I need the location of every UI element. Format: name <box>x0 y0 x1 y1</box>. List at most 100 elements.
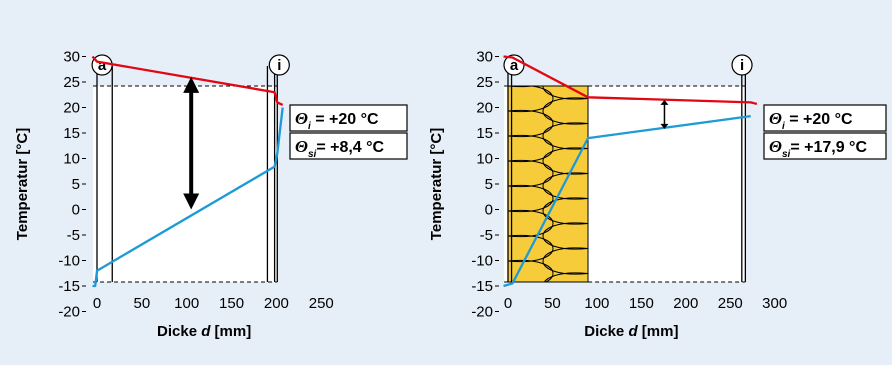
x-axis-label: Dicke d [mm] <box>157 323 251 340</box>
y-tick-label: 30 <box>476 49 493 66</box>
temperature-value-box <box>763 132 887 160</box>
x-tick-label: 250 <box>718 295 743 312</box>
theta-symbol: Θ <box>295 109 308 128</box>
surface-marker-label: a <box>98 57 107 74</box>
temperature-line <box>503 55 758 106</box>
delta-arrow-head-up <box>183 76 200 93</box>
x-tick-label: 100 <box>584 295 609 312</box>
insulation-wave <box>508 234 554 263</box>
insulation-layer <box>507 85 589 283</box>
y-tick-label: 0 <box>72 202 80 219</box>
y-tick-label: -5 <box>67 227 80 244</box>
surface-marker-label: i <box>740 57 744 74</box>
theta-subscript: si <box>308 149 317 160</box>
temperature-value-text: Θi = +20 °C <box>769 109 853 132</box>
x-tick-label: 150 <box>629 295 654 312</box>
insulation-wave <box>508 134 554 163</box>
temperature-line <box>503 115 751 288</box>
insulation-wave <box>542 222 589 250</box>
y-tick-label: 25 <box>63 74 80 91</box>
y-tick-label: 20 <box>63 100 80 117</box>
theta-symbol: Θ <box>295 137 308 156</box>
temperature-value-box <box>289 132 408 160</box>
plot-area <box>93 86 278 282</box>
delta-arrow-head-down <box>183 193 200 210</box>
insulation-wave <box>542 247 589 275</box>
y-tick-label: -10 <box>58 253 80 270</box>
y-tick-label: 15 <box>476 125 493 142</box>
insulation-wave <box>508 259 554 282</box>
y-axis-label: Temperatur [°C] <box>428 128 445 240</box>
y-tick-label: 25 <box>476 74 493 91</box>
surface-marker-circle <box>731 54 753 76</box>
surface-marker-circle <box>268 54 290 76</box>
temperature-value: = +20 °C <box>785 111 853 128</box>
x-tick-label: 100 <box>174 295 199 312</box>
x-tick-label: 250 <box>309 295 334 312</box>
insulation-wave <box>542 86 589 100</box>
insulation-wave <box>508 109 554 138</box>
theta-subscript: si <box>782 149 791 160</box>
x-tick-label: 150 <box>219 295 244 312</box>
insulation-wave <box>508 184 554 213</box>
x-axis-label-var: d <box>628 323 638 340</box>
temperature-value-box <box>289 104 408 132</box>
temperature-value-box <box>763 104 887 132</box>
y-tick-label: -15 <box>471 278 493 295</box>
insulation-pattern <box>508 86 589 282</box>
temperature-value-text: Θsi= +17,9 °C <box>769 137 867 160</box>
theta-subscript: i <box>782 121 785 132</box>
y-tick-label: 5 <box>72 176 80 193</box>
y-tick-label: 10 <box>63 151 80 168</box>
x-tick-label: 50 <box>134 295 151 312</box>
temperature-value: = +20 °C <box>311 111 379 128</box>
x-tick-label: 50 <box>544 295 561 312</box>
y-tick-label: 0 <box>485 202 493 219</box>
x-axis-label: Dicke d [mm] <box>584 323 678 340</box>
x-axis-label-text: Dicke <box>157 323 201 340</box>
insulation-wave <box>542 197 589 225</box>
y-tick-label: 10 <box>476 151 493 168</box>
x-axis-label-unit: [mm] <box>210 323 251 340</box>
x-tick-label: 200 <box>673 295 698 312</box>
theta-symbol: Θ <box>769 137 782 156</box>
surface-marker-label: i <box>277 57 281 74</box>
insulation-wave <box>542 97 589 125</box>
x-axis-label-text: Dicke <box>584 323 628 340</box>
temperature-value: = +8,4 °C <box>316 139 384 156</box>
x-tick-label: 300 <box>762 295 787 312</box>
insulation-wave <box>508 86 554 113</box>
y-tick-label: -15 <box>58 278 80 295</box>
x-tick-label: 200 <box>264 295 289 312</box>
delta-arrow-head-up <box>660 99 669 105</box>
x-axis-label-var: d <box>201 323 211 340</box>
y-tick-label: -5 <box>480 227 493 244</box>
insulation-wave <box>508 159 554 188</box>
y-tick-label: -10 <box>471 253 493 270</box>
y-tick-label: 5 <box>485 176 493 193</box>
insulation-wave <box>542 122 589 150</box>
temperature-value-text: Θi = +20 °C <box>295 109 379 132</box>
temperature-value: = +17,9 °C <box>790 139 867 156</box>
theta-subscript: i <box>308 121 311 132</box>
insulation-wave <box>508 209 554 238</box>
temperature-line <box>92 107 284 288</box>
temperature-value-text: Θsi= +8,4 °C <box>295 137 385 160</box>
y-tick-label: 30 <box>63 49 80 66</box>
surface-marker-label: a <box>510 57 519 74</box>
delta-arrow-head-down <box>660 123 669 129</box>
y-tick-label: -20 <box>471 304 493 321</box>
y-tick-label: -20 <box>58 304 80 321</box>
temperature-line <box>91 55 284 106</box>
y-tick-label: 15 <box>63 125 80 142</box>
theta-symbol: Θ <box>769 109 782 128</box>
y-axis-label: Temperatur [°C] <box>14 128 31 240</box>
x-axis-label-unit: [mm] <box>638 323 679 340</box>
x-tick-label: 0 <box>504 295 512 312</box>
insulation-wave <box>544 272 589 282</box>
y-tick-label: 20 <box>476 100 493 117</box>
x-tick-label: 0 <box>93 295 101 312</box>
